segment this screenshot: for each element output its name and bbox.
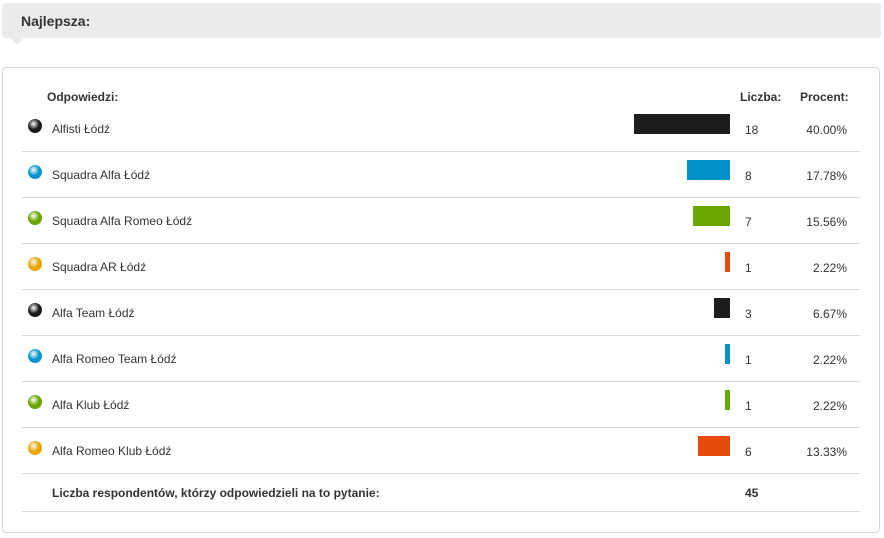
answer-row: Alfa Klub Łódź 1 2.22%: [22, 381, 860, 428]
color-dot-icon: [28, 395, 42, 409]
color-dot-icon: [28, 165, 42, 179]
color-dot-icon: [28, 349, 42, 363]
answer-bar: [725, 390, 730, 410]
answer-bar: [693, 206, 730, 226]
answer-row: Squadra AR Łódź 1 2.22%: [22, 243, 860, 290]
answer-count: 3: [745, 307, 752, 321]
answer-percent: 15.56%: [806, 215, 847, 229]
answers-header: Odpowiedzi:: [47, 90, 119, 104]
question-header: Najlepsza:: [2, 3, 881, 38]
question-title: Najlepsza:: [21, 13, 91, 29]
answer-percent: 6.67%: [812, 307, 847, 321]
respondents-total: 45: [745, 486, 759, 500]
answer-row: Alfa Team Łódź 3 6.67%: [22, 289, 860, 336]
answer-bar: [725, 344, 730, 364]
answer-label: Alfa Romeo Klub Łódź: [52, 444, 172, 458]
color-dot-icon: [28, 211, 42, 225]
answer-count: 6: [745, 445, 752, 459]
answer-percent: 13.33%: [806, 445, 847, 459]
color-dot-icon: [28, 441, 42, 455]
answer-label: Alfa Romeo Team Łódź: [52, 352, 177, 366]
percent-header: Procent:: [800, 90, 849, 104]
count-header: Liczba:: [740, 90, 782, 104]
answer-row: Alfa Romeo Team Łódź 1 2.22%: [22, 335, 860, 382]
answer-count: 1: [745, 261, 752, 275]
answer-row: Squadra Alfa Romeo Łódź 7 15.56%: [22, 197, 860, 244]
answer-label: Alfa Klub Łódź: [52, 398, 130, 412]
answer-percent: 17.78%: [806, 169, 847, 183]
answer-label: Alfisti Łódź: [52, 122, 111, 136]
answer-count: 8: [745, 169, 752, 183]
answer-row: Alfa Romeo Klub Łódź 6 13.33%: [22, 427, 860, 474]
answer-percent: 2.22%: [812, 353, 847, 367]
answer-count: 1: [745, 353, 752, 367]
answer-label: Squadra AR Łódź: [52, 260, 147, 274]
answer-row: Alfisti Łódź 18 40.00%: [22, 105, 860, 152]
respondents-footer: Liczba respondentów, którzy odpowiedziel…: [22, 473, 860, 512]
answer-bar: [634, 114, 730, 134]
header-pointer: [10, 38, 24, 45]
answer-bar: [698, 436, 730, 456]
answer-percent: 40.00%: [806, 123, 847, 137]
answer-count: 1: [745, 399, 752, 413]
color-dot-icon: [28, 303, 42, 317]
color-dot-icon: [28, 119, 42, 133]
answer-bar: [714, 298, 730, 318]
answer-count: 7: [745, 215, 752, 229]
results-card: [2, 67, 880, 533]
answer-row: Squadra Alfa Łódź 8 17.78%: [22, 151, 860, 198]
answer-label: Squadra Alfa Łódź: [52, 168, 151, 182]
answer-percent: 2.22%: [812, 399, 847, 413]
answer-count: 18: [745, 123, 759, 137]
answer-percent: 2.22%: [812, 261, 847, 275]
color-dot-icon: [28, 257, 42, 271]
answer-bar: [725, 252, 730, 272]
respondents-label: Liczba respondentów, którzy odpowiedziel…: [52, 486, 380, 500]
answer-label: Alfa Team Łódź: [52, 306, 135, 320]
answer-bar: [687, 160, 730, 180]
answer-label: Squadra Alfa Romeo Łódź: [52, 214, 193, 228]
